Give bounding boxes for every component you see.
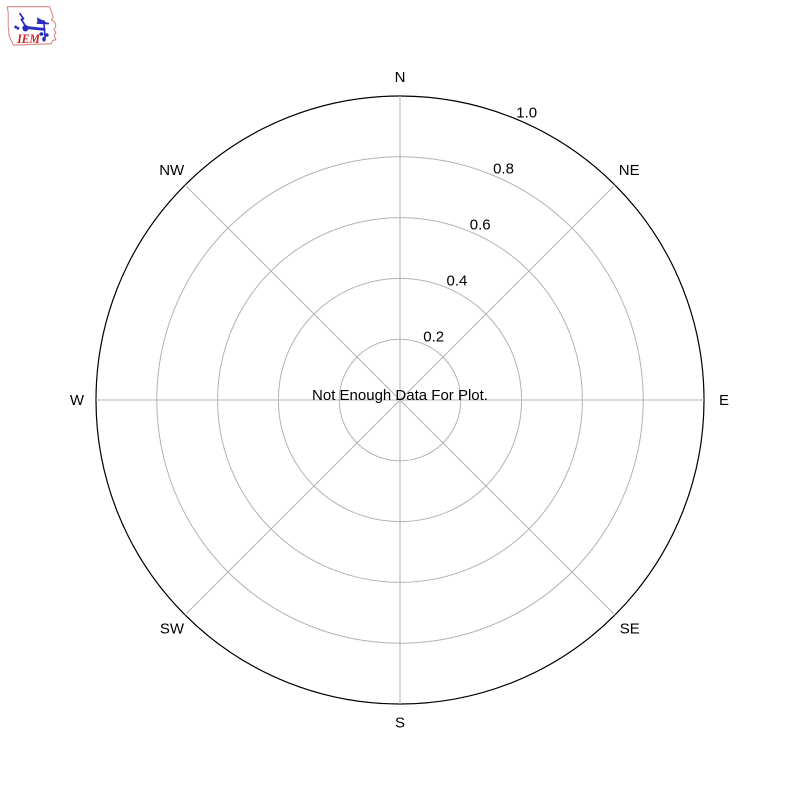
svg-text:N: N: [395, 69, 406, 86]
svg-text:NE: NE: [619, 162, 640, 179]
svg-text:0.8: 0.8: [493, 161, 514, 178]
svg-text:SW: SW: [160, 621, 185, 638]
svg-text:0.4: 0.4: [447, 273, 468, 290]
svg-text:0.6: 0.6: [470, 217, 491, 234]
svg-text:IEM: IEM: [16, 32, 41, 47]
svg-text:NW: NW: [159, 162, 185, 179]
svg-text:Not Enough Data For Plot.: Not Enough Data For Plot.: [312, 387, 488, 404]
svg-text:E: E: [719, 392, 729, 409]
svg-text:W: W: [70, 392, 85, 409]
svg-text:1.0: 1.0: [516, 105, 537, 122]
svg-text:SE: SE: [620, 621, 640, 638]
svg-text:S: S: [395, 715, 405, 732]
svg-text:0.2: 0.2: [423, 329, 444, 346]
